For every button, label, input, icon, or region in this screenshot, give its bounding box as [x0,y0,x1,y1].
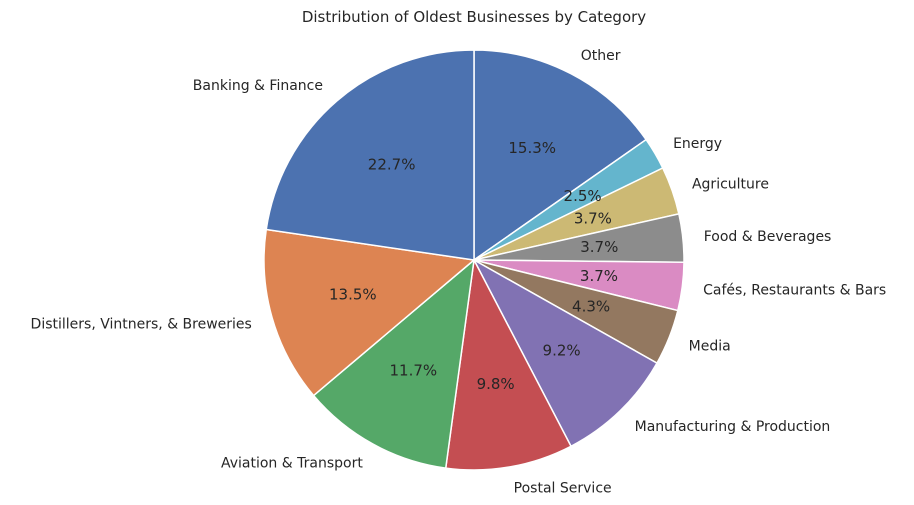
percent-label-manufacturing-production: 9.2% [543,342,581,360]
chart-title: Distribution of Oldest Businesses by Cat… [302,8,646,26]
pie-slices [263,49,685,471]
percent-label-distillers-vintners-breweries: 13.5% [329,286,377,304]
percent-label-food-beverages: 3.7% [580,238,618,256]
percent-label-energy: 2.5% [564,187,602,205]
pie-slice-other [473,49,648,262]
category-label-caf-s-restaurants-bars: Cafés, Restaurants & Bars [703,282,886,298]
pie-slice-postal-service [444,257,573,471]
percent-label-agriculture: 3.7% [574,209,612,227]
percent-label-aviation-transport: 11.7% [390,361,438,379]
category-label-food-beverages: Food & Beverages [704,229,832,245]
category-label-distillers-vintners-breweries: Distillers, Vintners, & Breweries [31,316,252,332]
category-label-media: Media [689,338,731,354]
category-label-aviation-transport: Aviation & Transport [221,455,363,471]
pie-slice-distillers-vintners-breweries [263,228,476,397]
category-labels: Other Energy Agriculture Food & Beverages Ca… [31,48,887,496]
percent-label-caf-s-restaurants-bars: 3.7% [580,267,618,285]
category-label-manufacturing-production: Manufacturing & Production [635,419,831,435]
pie-slice-manufacturing-production [472,258,658,448]
percent-label-other: 15.3% [508,139,556,157]
percent-label-banking-finance: 22.7% [368,156,416,174]
pie-slice-banking-finance [265,49,475,261]
percent-label-postal-service: 9.8% [477,375,515,393]
category-label-energy: Energy [673,136,722,152]
percent-label-media: 4.3% [572,298,610,316]
category-label-other: Other [581,48,621,64]
category-label-postal-service: Postal Service [514,481,612,497]
category-label-banking-finance: Banking & Finance [193,78,323,94]
category-label-agriculture: Agriculture [692,177,769,193]
percent-labels: 15.3% 2.5% 3.7% 3.7% 3.7% 4.3% 9.2% 9.8% 11.7% 13… [329,139,618,393]
pie-slice-aviation-transport [312,258,476,469]
